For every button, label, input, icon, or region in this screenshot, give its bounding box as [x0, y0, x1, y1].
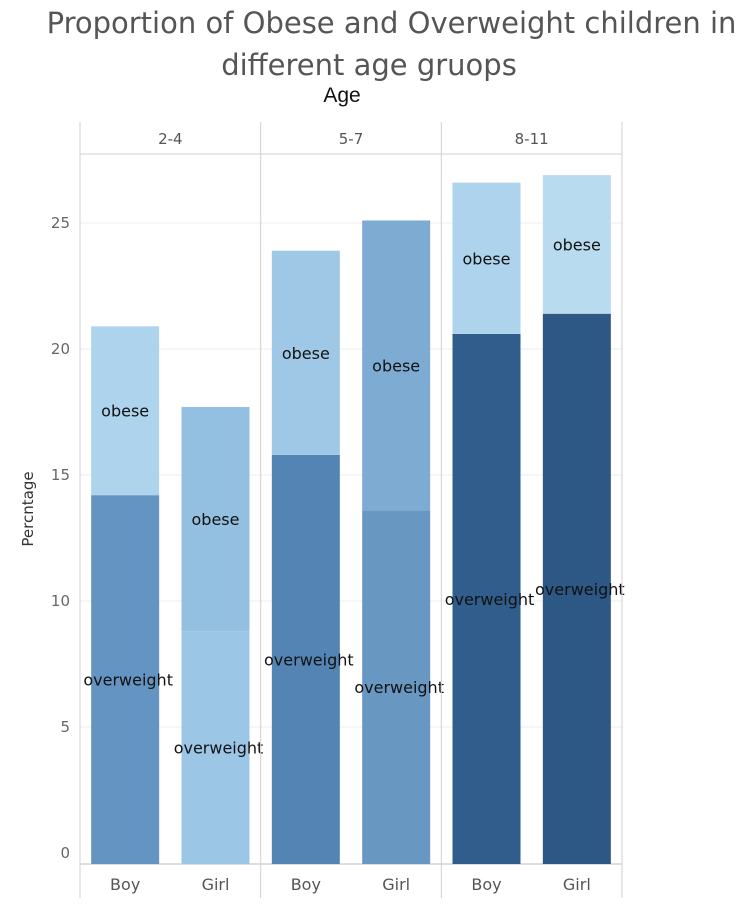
- segment-label-obese-2-4-Boy: obese: [101, 402, 149, 421]
- segment-label-obese-8-11-Boy: obese: [463, 249, 511, 268]
- y-tick-label-25: 25: [51, 214, 70, 232]
- bar-obese-2-4-Boy: [91, 326, 160, 496]
- y-tick-label-0: 0: [60, 844, 70, 862]
- segment-label-obese-2-4-Girl: obese: [192, 510, 240, 529]
- chart-title-line-2: different age gruops: [221, 48, 517, 82]
- bar-overweight-2-4-Girl: [181, 631, 250, 864]
- chart-title: Proportion of Obese and Overweight child…: [0, 2, 738, 86]
- panel-label-5-7: 5-7: [339, 130, 364, 148]
- panel-label-2-4: 2-4: [158, 130, 183, 148]
- bar-overweight-2-4-Boy: [91, 495, 160, 864]
- bar-overweight-5-7-Girl: [362, 510, 431, 864]
- bar-obese-5-7-Girl: [362, 220, 431, 511]
- y-tick-label-15: 15: [51, 466, 70, 484]
- bar-obese-8-11-Girl: [542, 175, 611, 314]
- segment-label-overweight-2-4-Girl: overweight: [174, 739, 264, 758]
- category-label-8-11-Boy: Boy: [471, 875, 501, 894]
- y-tick-label-10: 10: [51, 592, 70, 610]
- y-tick-label-20: 20: [51, 340, 70, 358]
- segment-label-overweight-5-7-Boy: overweight: [264, 650, 354, 669]
- segment-label-overweight-2-4-Boy: overweight: [83, 671, 173, 690]
- segment-label-obese-5-7-Boy: obese: [282, 344, 330, 363]
- segment-label-obese-8-11-Girl: obese: [553, 235, 601, 254]
- panel-label-8-11: 8-11: [515, 130, 549, 148]
- bar-overweight-8-11-Girl: [542, 313, 611, 865]
- y-tick-label-5: 5: [60, 718, 70, 736]
- category-label-2-4-Girl: Girl: [202, 875, 230, 894]
- category-label-2-4-Boy: Boy: [110, 875, 140, 894]
- category-label-5-7-Girl: Girl: [382, 875, 410, 894]
- chart-title-line-1: Proportion of Obese and Overweight child…: [46, 6, 737, 40]
- category-label-8-11-Girl: Girl: [563, 875, 591, 894]
- bar-obese-2-4-Girl: [181, 406, 250, 632]
- category-label-5-7-Boy: Boy: [291, 875, 321, 894]
- segment-label-overweight-8-11-Girl: overweight: [535, 580, 625, 599]
- segment-label-overweight-8-11-Boy: overweight: [445, 590, 535, 609]
- bar-overweight-5-7-Boy: [271, 454, 340, 864]
- column-header: Age: [323, 84, 361, 107]
- bar-obese-8-11-Boy: [452, 182, 521, 334]
- bar-obese-5-7-Boy: [271, 250, 340, 455]
- segment-label-obese-5-7-Girl: obese: [372, 356, 420, 375]
- segment-label-overweight-5-7-Girl: overweight: [354, 678, 444, 697]
- bar-overweight-8-11-Boy: [452, 333, 521, 864]
